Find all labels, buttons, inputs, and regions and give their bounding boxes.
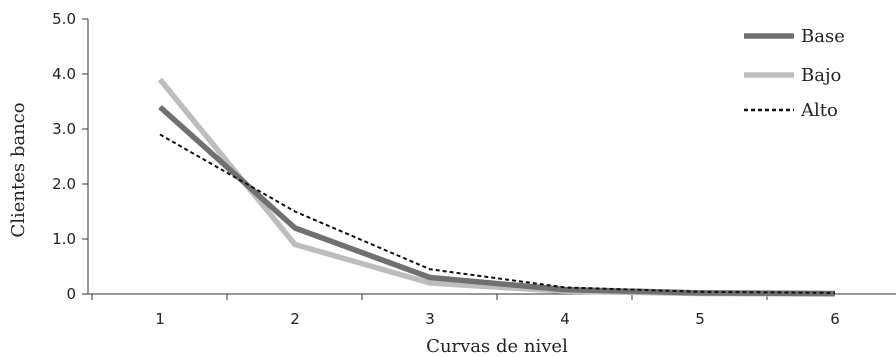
- series-layer: [157, 77, 836, 297]
- x-tick-label: 6: [830, 310, 840, 328]
- y-tick-label: 0: [66, 285, 76, 303]
- legend-label-bajo: Bajo: [801, 65, 841, 86]
- y-tick-label: 3.0: [52, 120, 76, 138]
- x-tick-label: 1: [155, 310, 165, 328]
- y-tick-label: 2.0: [52, 175, 76, 193]
- x-tick-label: 4: [560, 310, 570, 328]
- x-tick-label: 3: [425, 310, 435, 328]
- chart-axes: 0 1.0 2.0 3.0 4.0 5.0 1 2 3 4 5 6: [52, 10, 896, 328]
- y-tick-label: 5.0: [52, 10, 76, 28]
- series-line-base: [158, 104, 836, 297]
- series-line-alto: [159, 133, 836, 294]
- y-tick-label: 1.0: [52, 230, 76, 248]
- x-axis-title: Curvas de nivel: [426, 336, 568, 357]
- y-axis-title: Clientes banco: [8, 102, 29, 237]
- legend-label-alto: Alto: [800, 100, 838, 121]
- legend-label-base: Base: [801, 26, 845, 47]
- chart-legend: Base Bajo Alto: [744, 26, 845, 121]
- x-tick-label: 5: [695, 310, 705, 328]
- x-tick-label: 2: [290, 310, 300, 328]
- y-tick-label: 4.0: [52, 65, 76, 83]
- series-line-bajo: [157, 77, 836, 297]
